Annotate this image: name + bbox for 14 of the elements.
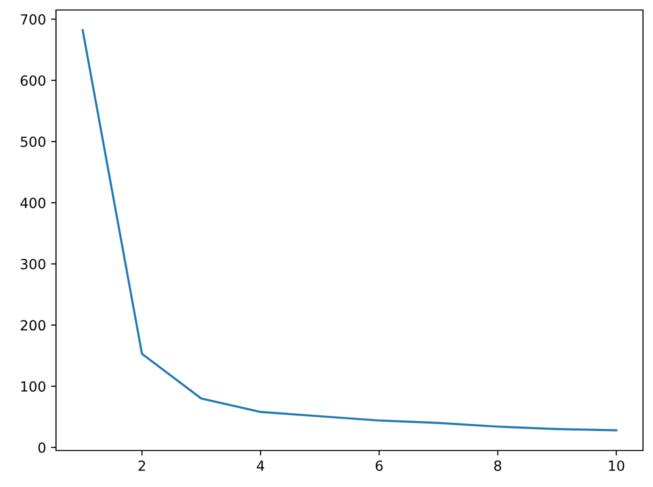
- y-tick-label: 0: [38, 442, 46, 453]
- y-tick-label: 300: [20, 258, 46, 270]
- x-tick-label: 10: [609, 460, 624, 471]
- x-tick-label: 8: [494, 460, 502, 471]
- y-tick-label: 200: [20, 320, 46, 331]
- x-tick-label: 6: [376, 460, 383, 471]
- x-tick-label: 2: [138, 460, 145, 471]
- y-tick-label: 400: [20, 198, 46, 208]
- y-tick-label: 600: [20, 75, 46, 86]
- y-tick-label: 100: [21, 381, 46, 392]
- line-series: [82, 29, 618, 432]
- y-tick-label: 500: [20, 136, 46, 148]
- y-tick-label: 700: [20, 14, 46, 25]
- x-tick-label: 4: [256, 460, 264, 471]
